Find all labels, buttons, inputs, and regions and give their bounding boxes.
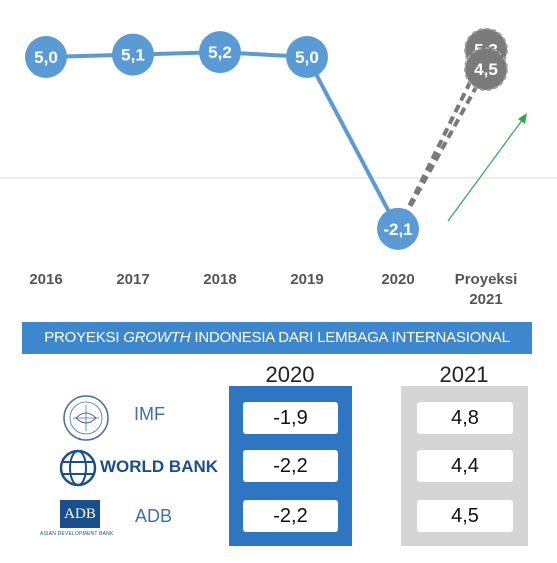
growth-line-chart: 5,05,15,25,0-2,15,34,5201620172018201920…: [0, 27, 557, 308]
institution-name-adb: ADB: [135, 506, 173, 526]
projection-label-2: 4,5: [474, 60, 498, 79]
cell-worldbank-2021: 4,4: [417, 450, 513, 482]
x-tick-label-proyeksi: Proyeksi: [455, 271, 518, 288]
trend-arrow-line: [447, 118, 524, 222]
institution-name-worldbank: WORLD BANK: [100, 457, 219, 476]
column-header-2021: 2021: [439, 362, 489, 387]
panel-2021: 4,8 4,4 4,5: [401, 386, 528, 546]
data-point-2016: [25, 36, 67, 78]
data-label-2018: 5,2: [208, 43, 232, 62]
data-point-2020: [377, 207, 419, 250]
adb-logo-icon: ADB: [60, 500, 100, 528]
table-title-bar: PROYEKSI GROWTH INDONESIA DARI LEMBAGA I…: [22, 322, 532, 354]
cell-imf-2020: -1,9: [243, 402, 338, 434]
data-label-2019: 5,0: [295, 48, 319, 67]
table-title-em: GROWTH: [123, 329, 191, 346]
data-point-2017: [112, 33, 154, 76]
x-tick-label-2017: 2017: [116, 271, 149, 288]
column-header-2020: 2020: [265, 362, 315, 387]
data-label-2016: 5,0: [34, 48, 58, 67]
x-tick-label-2021: 2021: [469, 291, 502, 308]
table-title-pre: PROYEKSI: [44, 329, 124, 346]
cell-adb-2020: -2,2: [243, 500, 338, 532]
data-label-2017: 5,1: [121, 46, 145, 65]
worldbank-globe-icon: [59, 449, 97, 487]
data-label-2020: -2,1: [383, 220, 412, 239]
data-point-2019: [286, 36, 328, 78]
projection-point-2: [464, 47, 508, 92]
adb-logo-caption: ASIAN DEVELOPMENT BANK: [40, 531, 114, 537]
panel-2020: -1,9 -2,2 -2,2: [229, 386, 352, 546]
cell-imf-2021: 4,8: [417, 402, 513, 434]
imf-logo-icon: [63, 395, 109, 441]
cell-adb-2021: 4,5: [417, 500, 513, 532]
projection-line-2: [396, 68, 488, 230]
trend-arrow-head: [518, 113, 527, 124]
x-tick-label-2016: 2016: [29, 271, 62, 288]
data-point-2018: [199, 31, 241, 74]
table-title-post: INDONESIA DARI LEMBAGA INTERNASIONAL: [190, 329, 510, 346]
x-tick-label-2020: 2020: [381, 271, 414, 288]
x-tick-label-2019: 2019: [290, 271, 323, 288]
actual-series-line: [45, 50, 400, 230]
cell-worldbank-2020: -2,2: [243, 450, 338, 482]
institution-name-imf: IMF: [134, 404, 165, 424]
x-tick-label-2018: 2018: [203, 271, 236, 288]
